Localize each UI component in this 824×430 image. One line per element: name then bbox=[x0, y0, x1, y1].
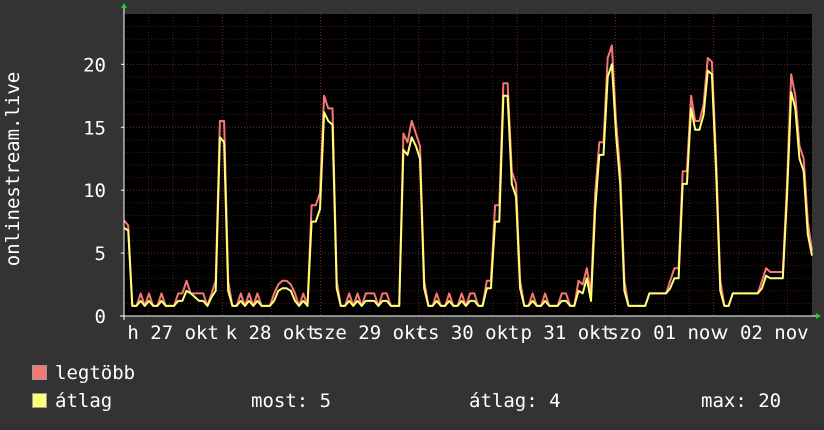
legend-label-max: legtöbb bbox=[55, 362, 136, 384]
legend-item-avg: átlag bbox=[32, 390, 112, 412]
legend-label-avg: átlag bbox=[55, 390, 113, 412]
x-tick-label: k 28 okt bbox=[226, 322, 318, 344]
y-tick-label: 10 bbox=[83, 180, 106, 202]
stat-max: max: 20 bbox=[701, 390, 782, 412]
legend-item-max: legtöbb bbox=[32, 362, 135, 384]
y-tick-label: 0 bbox=[95, 306, 106, 328]
x-tick-label: szo 01 nov bbox=[607, 322, 721, 344]
y-tick-label: 20 bbox=[83, 54, 106, 76]
y-tick-label: 15 bbox=[83, 117, 106, 139]
legend-swatch-max bbox=[32, 365, 47, 380]
x-tick-label: h 27 okt bbox=[127, 322, 219, 344]
x-tick-label: p 31 okt bbox=[521, 322, 613, 344]
series-line-avg bbox=[123, 63, 813, 307]
x-tick-label: v 02 nov bbox=[717, 322, 809, 344]
x-tick-label: cs 30 okt bbox=[417, 322, 520, 344]
series-line-max bbox=[123, 44, 813, 307]
x-tick-label: sze 29 okt bbox=[313, 322, 427, 344]
x-axis-arrow bbox=[816, 313, 821, 319]
stat-now: most: 5 bbox=[251, 390, 332, 412]
y-axis-title: onlinestream.live bbox=[2, 72, 24, 266]
legend-swatch-avg bbox=[32, 393, 47, 408]
y-axis-arrow bbox=[121, 3, 127, 8]
y-tick-label: 5 bbox=[95, 243, 106, 265]
stat-average: átlag: 4 bbox=[469, 390, 561, 412]
